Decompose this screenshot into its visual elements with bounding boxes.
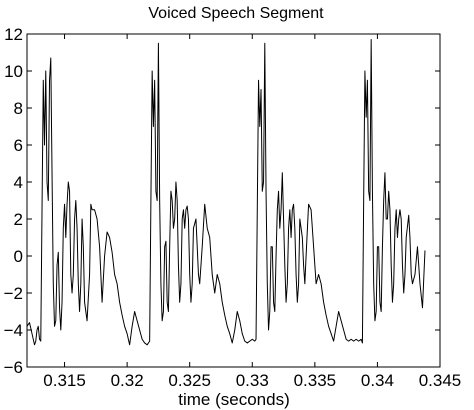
x-tick-label: 0.325 <box>168 371 211 390</box>
y-tick-label: −6 <box>4 358 23 377</box>
y-tick-label: 6 <box>14 136 23 155</box>
y-tick-label: −4 <box>4 321 23 340</box>
y-tick-label: 4 <box>14 173 23 192</box>
y-tick-label: 10 <box>4 62 23 81</box>
x-tick-label: 0.33 <box>236 371 269 390</box>
y-tick-label: 12 <box>4 25 23 44</box>
y-tick-label: 0 <box>14 247 23 266</box>
chart-title: Voiced Speech Segment <box>148 5 324 22</box>
plot-area <box>26 33 441 368</box>
y-tick-label: 2 <box>14 210 23 229</box>
x-axis-label: time (seconds) <box>178 390 289 409</box>
series-line <box>26 39 426 346</box>
x-tick-label: 0.315 <box>43 371 86 390</box>
y-tick-label: −2 <box>4 284 23 303</box>
x-tick-label: 0.345 <box>419 371 462 390</box>
x-tick-label: 0.32 <box>111 371 144 390</box>
y-axis: −6 −4 −2 0 2 4 6 8 10 12 <box>4 25 440 377</box>
x-tick-label: 0.34 <box>361 371 394 390</box>
y-tick-label: 8 <box>14 99 23 118</box>
x-axis: 0.315 0.32 0.325 0.33 0.335 0.34 0.345 <box>43 34 461 390</box>
x-tick-label: 0.335 <box>294 371 337 390</box>
